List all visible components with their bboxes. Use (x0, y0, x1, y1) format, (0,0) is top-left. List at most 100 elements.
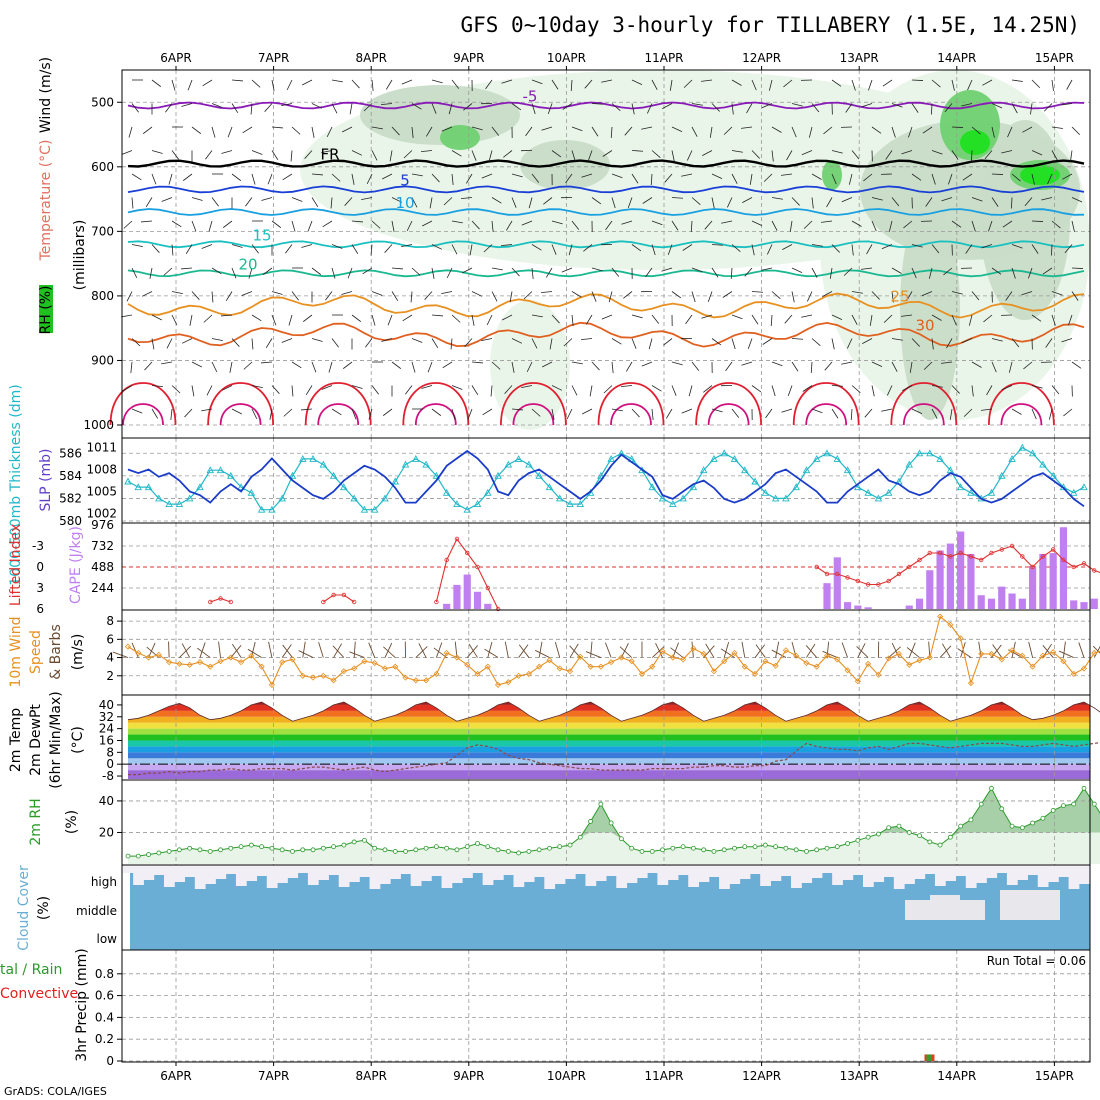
thickness-point (710, 454, 718, 462)
lifted-index-point (958, 550, 963, 556)
wind-barb (141, 291, 153, 297)
wind-barb (691, 126, 698, 137)
cloud-high-gap (976, 865, 987, 883)
cloud-axis-label: Cloud Cover (16, 865, 32, 951)
wind-barb (304, 150, 313, 159)
thickness-point (370, 505, 379, 513)
wind-speed-point (967, 680, 974, 687)
wind-barb (384, 244, 393, 253)
lifted-index-point (321, 599, 326, 605)
wind-barb (991, 338, 1003, 342)
wind-speed-point (1080, 665, 1088, 672)
wind-barb (683, 79, 693, 88)
wind-barb-10m (383, 646, 396, 658)
wind-barb-10m (518, 644, 530, 658)
cloud-high-gap (420, 865, 432, 881)
wind-speed-point (926, 654, 933, 661)
wind-barb (531, 244, 542, 251)
wind-barb (581, 338, 593, 341)
wind-barb-10m (247, 648, 262, 658)
wind-barb (651, 314, 660, 324)
wind-barb (370, 244, 373, 256)
thickness-point (1049, 471, 1057, 479)
wind-barb (681, 408, 693, 414)
rh-shading (960, 130, 990, 155)
wind-barb (451, 150, 462, 157)
wind-barb (342, 361, 353, 369)
wind-barb (911, 267, 917, 279)
wind-barb (984, 150, 993, 160)
wind-barb (1071, 126, 1081, 136)
lifted-index-axis-label: Lifted Index (8, 524, 24, 606)
cape-bar (926, 570, 934, 609)
wind-barb (821, 220, 833, 223)
wind-barb (1024, 197, 1033, 207)
wind-barb (469, 244, 473, 256)
wind-barb (205, 150, 213, 160)
thickness-point (268, 505, 276, 513)
wind-barb (908, 126, 913, 138)
wind-barb (242, 126, 253, 134)
rh-point (865, 834, 871, 840)
lifted-index-point (886, 578, 891, 584)
wind-speed-point (166, 659, 173, 666)
wind-barb (231, 79, 243, 82)
rh-point (269, 845, 275, 851)
wind-barb (931, 103, 933, 115)
wind-barb (631, 314, 643, 319)
wind-barb (923, 361, 933, 370)
cloud-high-gap (1006, 865, 1018, 885)
wind-barb (781, 408, 793, 413)
wind-barb (461, 197, 473, 200)
wind-barb (145, 197, 153, 208)
wind-barb (911, 79, 924, 81)
wind-barb-10m (112, 651, 129, 658)
wind-barb (901, 150, 913, 155)
wind-barb (482, 408, 493, 416)
wind-barb (571, 126, 583, 132)
wind-barb (711, 267, 719, 278)
wind-barb (149, 267, 153, 279)
wind-speed-point (289, 656, 296, 663)
wind-barb (866, 244, 873, 255)
wind-barb (1051, 385, 1060, 395)
wind-barb (591, 197, 602, 205)
cloud-high-gap (431, 865, 443, 876)
rh-point (1050, 807, 1056, 813)
wind-barb-10m (672, 642, 679, 658)
wind-barb (631, 338, 637, 349)
wind-barb (451, 79, 460, 89)
wind-barb (241, 291, 253, 296)
thickness-point (175, 500, 184, 508)
cloud-high-gap (780, 865, 792, 876)
wind-barb (171, 385, 181, 394)
wind-barb (791, 291, 795, 303)
wind-barb (351, 150, 363, 156)
wind-speed-point (721, 658, 728, 665)
wind-barb (731, 314, 743, 320)
wind-speed-point (566, 668, 574, 675)
cloud-high-gap (277, 865, 288, 883)
wind-barb (641, 126, 653, 130)
wind-barb (465, 173, 473, 184)
wind-barb (511, 338, 523, 344)
rh-point (732, 845, 737, 851)
thickness-point (453, 500, 461, 508)
temperature-contour-surface (890, 382, 958, 426)
wind-barb (1051, 126, 1063, 129)
wind-barb (861, 103, 873, 108)
wind-barb (1066, 79, 1073, 90)
cloud-high-gap (873, 865, 885, 882)
cape-bar (998, 586, 1006, 609)
lifted-index-point (896, 571, 902, 577)
wind-barb (221, 314, 233, 317)
rh-point (804, 848, 809, 854)
thickness-point (319, 460, 328, 468)
cloud-high-gap (246, 865, 257, 881)
wind-barb (1011, 338, 1020, 348)
wind-barb-10m (604, 642, 612, 658)
lifted-index-point (1081, 561, 1087, 566)
lifted-index-point (865, 582, 871, 587)
wind-barb (891, 338, 903, 341)
wind-barb (181, 338, 193, 344)
